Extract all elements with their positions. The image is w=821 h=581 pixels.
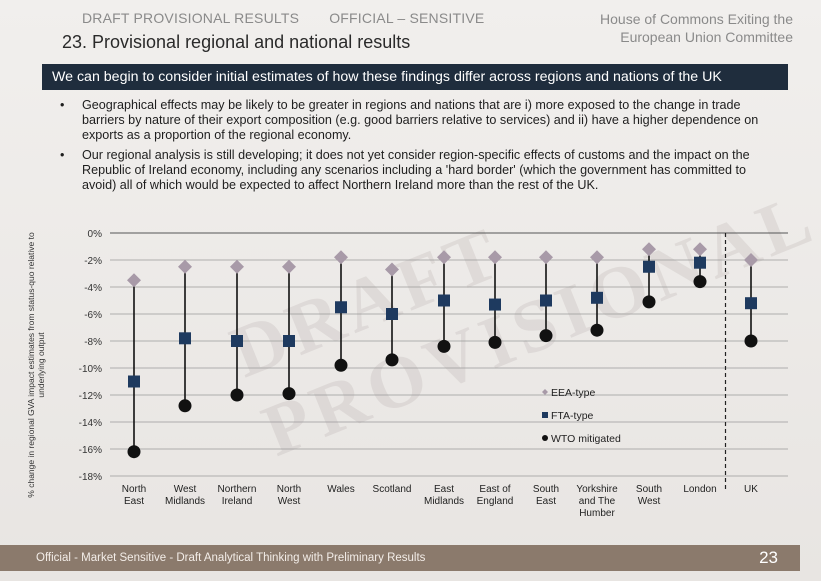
footer-bar: Official - Market Sensitive - Draft Anal… (0, 545, 800, 571)
wto-point (230, 388, 244, 402)
x-tick-label: UK (744, 484, 758, 495)
bullet-item: Geographical effects may be likely to be… (60, 98, 780, 143)
legend-marker-wto (542, 435, 548, 441)
eea-point (230, 259, 244, 274)
y-tick-label: -2% (84, 256, 102, 267)
classification-label: OFFICIAL – SENSITIVE (329, 10, 485, 26)
x-tick-label: and The (579, 496, 616, 507)
y-tick-label: 0% (88, 229, 103, 240)
y-tick-label: -18% (79, 472, 102, 483)
wto-point (590, 323, 604, 337)
wto-point (642, 295, 656, 309)
draft-label: DRAFT PROVISIONAL RESULTS (82, 10, 300, 26)
bullet-list: Geographical effects may be likely to be… (60, 98, 780, 198)
x-tick-label: East (124, 496, 144, 507)
x-tick-label: England (477, 496, 514, 507)
eea-point (282, 259, 296, 274)
page-title: 23. Provisional regional and national re… (62, 32, 411, 52)
wto-point (744, 334, 758, 348)
x-tick-label: South (636, 484, 662, 495)
legend-marker-fta (542, 412, 548, 418)
fta-point (179, 332, 191, 345)
x-tick-label: Midlands (424, 496, 464, 507)
wto-point (334, 358, 348, 372)
legend-marker-eea (542, 389, 548, 395)
wto-point (282, 387, 296, 401)
committee-label: House of Commons Exiting the European Un… (600, 11, 793, 45)
eea-point (590, 250, 604, 265)
eea-point (488, 250, 502, 265)
x-tick-label: West (278, 496, 301, 507)
y-tick-label: -12% (79, 391, 102, 402)
x-tick-label: West (174, 484, 197, 495)
x-tick-label: London (683, 484, 716, 495)
fta-point (540, 294, 552, 307)
y-tick-label: -8% (84, 337, 102, 348)
wto-point (178, 399, 192, 413)
x-tick-label: South (533, 484, 559, 495)
eea-point (437, 250, 451, 265)
x-tick-label: Ireland (222, 496, 253, 507)
page-number: 23 (759, 548, 778, 567)
eea-point (744, 253, 758, 267)
bullet-item: Our regional analysis is still developin… (60, 148, 780, 193)
summary-banner: We can begin to consider initial estimat… (42, 64, 788, 90)
header-draft-line: DRAFT PROVISIONAL RESULTS OFFICIAL – SEN… (82, 10, 510, 26)
footer-text: Official - Market Sensitive - Draft Anal… (36, 552, 426, 564)
x-tick-label: East of (479, 484, 510, 495)
x-tick-label: Scotland (373, 484, 412, 495)
x-tick-label: West (638, 496, 661, 507)
eea-point (385, 262, 399, 277)
x-tick-label: East (536, 496, 556, 507)
fta-point (386, 308, 398, 320)
y-tick-label: -14% (79, 418, 102, 429)
x-tick-label: Midlands (165, 496, 205, 507)
fta-point (128, 375, 140, 388)
eea-point (539, 250, 553, 265)
eea-point (334, 250, 348, 265)
eea-point (127, 273, 141, 288)
fta-point (335, 301, 347, 314)
fta-point (745, 297, 757, 310)
legend-label: WTO mitigated (551, 433, 621, 445)
eea-point (693, 242, 707, 257)
eea-point (178, 259, 192, 274)
fta-point (694, 256, 706, 269)
fta-point (231, 335, 243, 347)
eea-point (642, 242, 656, 257)
fta-point (591, 291, 603, 304)
fta-point (438, 294, 450, 307)
fta-point (283, 335, 295, 347)
wto-point (385, 353, 399, 367)
legend-label: FTA-type (551, 410, 594, 422)
x-tick-label: Humber (579, 508, 615, 519)
y-tick-label: -10% (79, 364, 102, 375)
fta-point (643, 260, 655, 273)
x-tick-label: Yorkshire (576, 484, 618, 495)
x-tick-label: North (122, 484, 146, 495)
x-tick-label: Wales (327, 484, 354, 495)
y-tick-label: -16% (79, 445, 102, 456)
wto-point (127, 445, 141, 459)
wto-point (539, 329, 553, 343)
y-tick-label: -4% (84, 283, 102, 294)
x-tick-label: East (434, 484, 454, 495)
y-tick-label: -6% (84, 310, 102, 321)
wto-point (693, 275, 707, 289)
wto-point (488, 335, 502, 349)
fta-point (489, 298, 501, 311)
wto-point (437, 339, 451, 353)
x-tick-label: North (277, 484, 301, 495)
x-tick-label: Northern (218, 484, 257, 495)
legend-label: EEA-type (551, 387, 596, 399)
